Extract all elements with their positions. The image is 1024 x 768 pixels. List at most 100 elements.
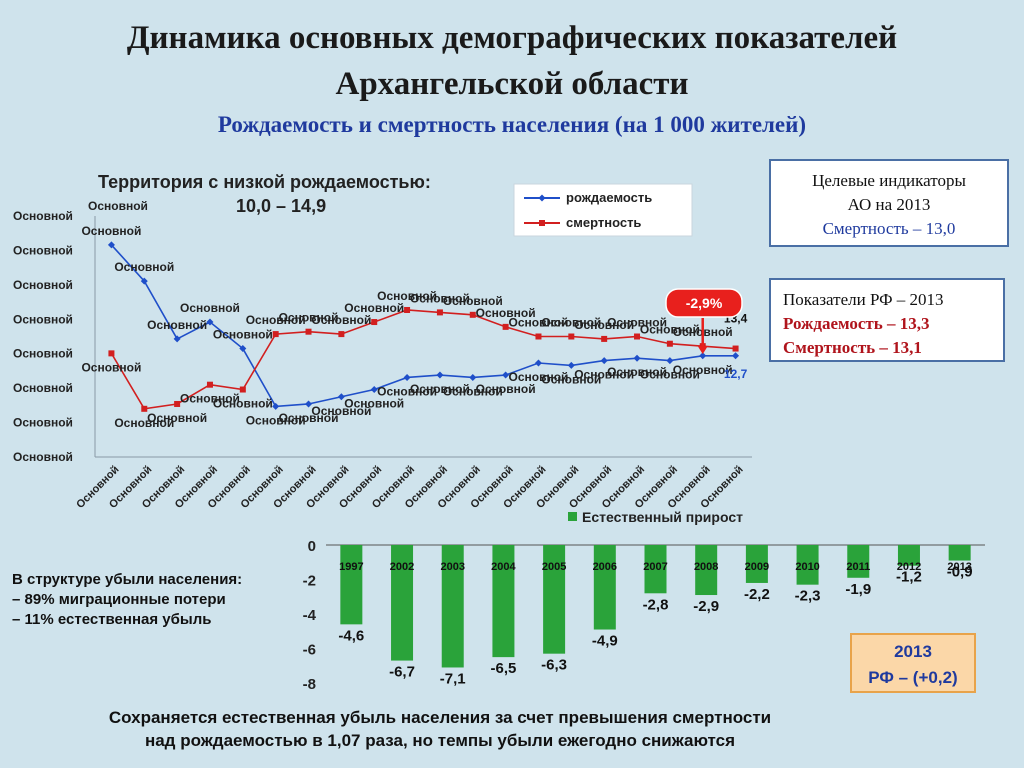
birth-rate-data-label: Основной bbox=[673, 363, 733, 377]
natural-increase-bar bbox=[695, 545, 718, 596]
bar-category-label: 2012 bbox=[897, 561, 921, 573]
birth-rate-data-label: Основной bbox=[114, 260, 174, 274]
bar-value-label: -2,3 bbox=[795, 588, 821, 605]
natural-increase-bar-chart: Естественный прирост 0 -2 -4 -6 -8 1997 -4,6 200… bbox=[303, 509, 985, 693]
birth-rate-point bbox=[370, 386, 378, 394]
natural-increase-bar bbox=[492, 545, 515, 658]
natural-increase-bar bbox=[391, 545, 414, 661]
bar-category-label: 1997 bbox=[339, 561, 363, 573]
birth-rate-data-label: Основной bbox=[246, 413, 306, 427]
bar-category-label: 2009 bbox=[745, 561, 769, 573]
page-subtitle: Рождаемость и смертность населения (на 1… bbox=[217, 112, 807, 137]
birth-rate-point bbox=[272, 402, 280, 410]
legend-birth-label: рождаемость bbox=[566, 190, 652, 205]
y-tick-label: Основной bbox=[13, 347, 73, 361]
birth-death-line-chart: ОсновнойОсновнойОсновнойОсновнойОсновной… bbox=[13, 183, 752, 511]
death-rate-point bbox=[634, 333, 641, 340]
bar-y-tick-label: 0 bbox=[308, 538, 316, 555]
natural-increase-bar bbox=[644, 545, 667, 594]
structure-line2: – 89% миграционные потери bbox=[12, 591, 226, 608]
bar-category-label: 2004 bbox=[491, 561, 516, 573]
targets-line1: Целевые индикаторы bbox=[812, 171, 966, 190]
death-rate-point bbox=[338, 331, 345, 338]
death-rate-data-label: Основной bbox=[279, 311, 339, 325]
legend-death-marker bbox=[539, 220, 545, 226]
birth-rate-point bbox=[337, 393, 345, 401]
bottom-note-line2: над рождаемостью в 1,07 раза, но темпы у… bbox=[144, 731, 736, 750]
chart-legend: рождаемость смертность bbox=[513, 183, 693, 237]
death-rate-data-label: Основной bbox=[344, 301, 404, 315]
death-rate-data-label: Основной bbox=[476, 306, 536, 320]
death-rate-data-label: Основной bbox=[246, 313, 306, 327]
bar-value-label: -0,9 bbox=[947, 564, 973, 581]
y-tick-label: Основной bbox=[13, 278, 73, 292]
death-rate-point bbox=[469, 311, 476, 318]
targets-line3: Смертность – 13,0 bbox=[822, 219, 956, 238]
bar-value-label: -7,1 bbox=[440, 670, 466, 687]
bar-value-label: -4,9 bbox=[592, 633, 618, 650]
birth-rate-point bbox=[305, 400, 313, 408]
death-rate-point bbox=[535, 333, 542, 340]
rf2013-value: РФ – (+0,2) bbox=[868, 668, 958, 687]
birth-rate-point bbox=[732, 352, 740, 360]
birth-rate-data-label: Основной bbox=[377, 384, 437, 398]
birth-rate-data-label: Основной bbox=[344, 397, 404, 411]
death-rate-point bbox=[141, 405, 148, 412]
bar-category-label: 2013 bbox=[947, 561, 971, 573]
death-rate-point bbox=[305, 328, 312, 335]
birth-rate-point bbox=[436, 371, 444, 379]
death-rate-data-label: Основной bbox=[180, 392, 240, 406]
bar-y-tick-label: -4 bbox=[303, 607, 317, 624]
callout-text: -2,9% bbox=[686, 295, 723, 311]
bar-y-tick-label: -2 bbox=[303, 573, 316, 590]
death-rate-point bbox=[371, 319, 378, 326]
bar-legend-swatch bbox=[568, 512, 577, 521]
birth-rate-point bbox=[502, 371, 510, 379]
structure-line1: В структуре убыли населения: bbox=[12, 571, 243, 588]
rf-line3: Смертность – 13,1 bbox=[783, 338, 922, 357]
y-tick-label: Основной bbox=[13, 312, 73, 326]
population-loss-structure: В структуре убыли населения: – 89% мигра… bbox=[12, 570, 242, 630]
rf-indicators-box: Показатели РФ – 2013 Рождаемость – 13,3 … bbox=[769, 278, 1005, 362]
bar-y-tick-label: -8 bbox=[303, 676, 316, 693]
bottom-note-line1: Сохраняется естественная убыль населения… bbox=[108, 708, 772, 727]
bar-category-label: 2006 bbox=[593, 561, 617, 573]
birth-rate-data-label: Основной bbox=[180, 301, 240, 315]
bar-value-label: -1,2 bbox=[896, 569, 922, 586]
natural-increase-bar bbox=[441, 545, 464, 668]
birth-rate-point bbox=[173, 335, 181, 343]
birth-rate-data-label: Основной bbox=[574, 368, 634, 382]
target-indicators-box: Целевые индикаторы АО на 2013 Смертность… bbox=[769, 159, 1009, 247]
birth-rate-point bbox=[403, 373, 411, 381]
bar-category-label: 2011 bbox=[846, 561, 870, 573]
y-tick-label: Основной bbox=[13, 243, 73, 257]
birth-rate-point bbox=[140, 277, 148, 285]
death-rate-data-label: Основной bbox=[311, 313, 371, 327]
natural-increase-bar bbox=[543, 545, 566, 654]
death-rate-data-label: Основной bbox=[114, 416, 174, 430]
birth-rate-line bbox=[110, 244, 736, 408]
page-title-line1: Динамика основных демографических показа… bbox=[126, 20, 898, 56]
death-rate-point bbox=[404, 306, 411, 313]
birth-rate-data-label: Основной bbox=[640, 368, 700, 382]
natural-increase-bar bbox=[897, 545, 920, 566]
birth-rate-point bbox=[206, 318, 214, 326]
death-rate-data-label: Основной bbox=[410, 291, 470, 305]
birth-rate-point bbox=[633, 354, 641, 362]
death-rate-data-label: Основной bbox=[574, 318, 634, 332]
birth-rate-point bbox=[666, 357, 674, 365]
birth-rate-point bbox=[567, 361, 575, 369]
death-rate-point bbox=[239, 386, 246, 393]
bar-value-label: -2,9 bbox=[693, 598, 719, 615]
birth-rate-data-label: Основной bbox=[147, 318, 207, 332]
birth-rate-point bbox=[239, 345, 247, 353]
bar-category-label: 2002 bbox=[390, 561, 414, 573]
rf-line1: Показатели РФ – 2013 bbox=[783, 290, 944, 309]
birth-rate-data-label: Основной bbox=[607, 365, 667, 379]
bar-y-tick-label: -6 bbox=[303, 642, 316, 659]
birth-rate-data-label: Основной bbox=[443, 384, 503, 398]
bar-category-label: 2010 bbox=[795, 561, 819, 573]
birth-rate-data-label: Основной bbox=[213, 328, 273, 342]
death-rate-data-label: Основной bbox=[640, 323, 700, 337]
birth-rate-point bbox=[534, 359, 542, 367]
